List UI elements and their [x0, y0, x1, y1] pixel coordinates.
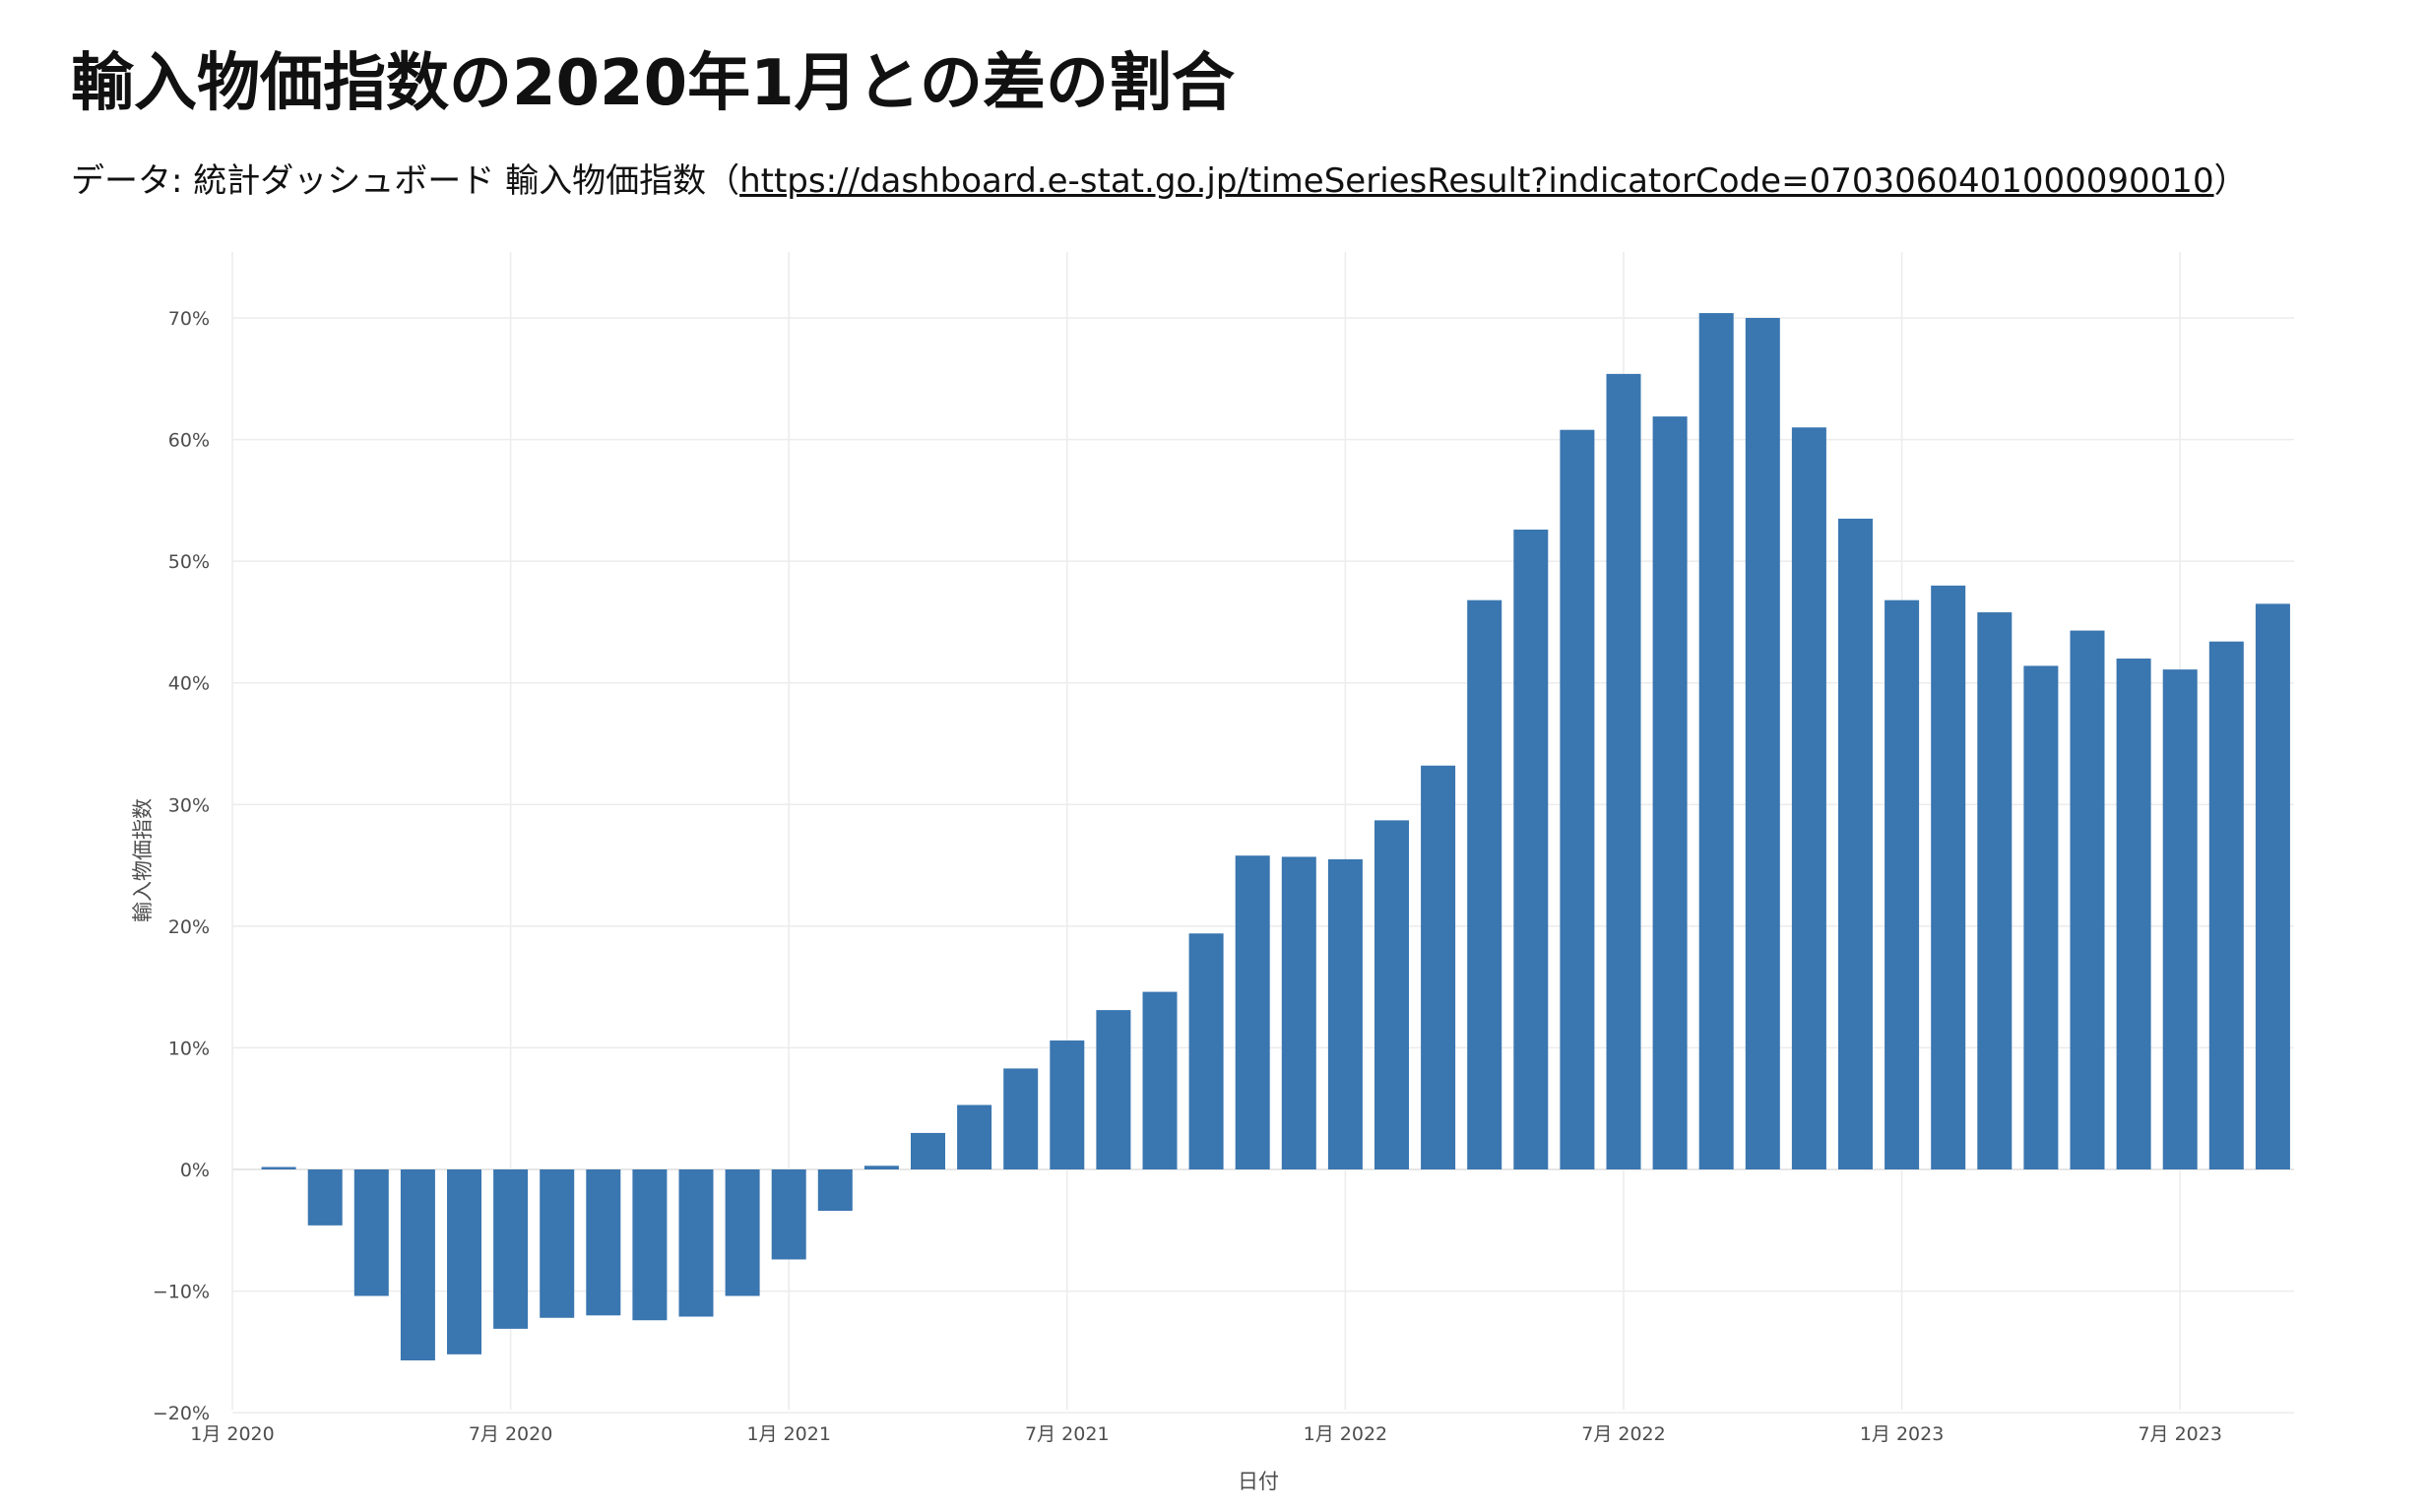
y-axis-label: 輸入物価指数 — [131, 798, 155, 922]
subtitle-suffix: ） — [2213, 161, 2248, 201]
bar-2022-02 — [1374, 820, 1409, 1169]
bar-2022-09 — [1698, 313, 1734, 1169]
chart-subtitle: データ: 統計ダッシュボード 輸入物価指数（https://dashboard.… — [71, 154, 2248, 209]
subtitle-prefix: データ: 統計ダッシュボード 輸入物価指数（ — [71, 161, 740, 201]
bar-2020-09 — [586, 1169, 621, 1316]
x-tick-label: 1月 2021 — [746, 1423, 830, 1445]
x-tick-label: 7月 2020 — [469, 1423, 552, 1445]
x-tick-label: 7月 2022 — [1581, 1423, 1665, 1445]
bar-2021-03 — [863, 1166, 899, 1169]
bar-2023-09 — [2255, 603, 2290, 1169]
bar-2021-05 — [957, 1104, 992, 1169]
y-tick-label: 20% — [168, 916, 210, 938]
bar-2020-02 — [261, 1166, 296, 1169]
bar-2021-08 — [1096, 1010, 1131, 1169]
y-tick-label: 40% — [168, 673, 210, 695]
bar-2022-07 — [1606, 373, 1641, 1169]
bar-2021-09 — [1142, 991, 1178, 1169]
bar-2021-11 — [1235, 855, 1270, 1169]
x-tick-label: 7月 2023 — [2138, 1423, 2221, 1445]
bar-2022-10 — [1745, 318, 1780, 1169]
bar-series — [261, 313, 2290, 1361]
bar-2020-08 — [540, 1169, 575, 1318]
bar-2023-02 — [1931, 585, 1966, 1169]
bar-2023-08 — [2208, 641, 2244, 1169]
bar-2022-01 — [1327, 858, 1363, 1169]
bar-2020-12 — [725, 1169, 760, 1296]
bar-2022-06 — [1560, 429, 1595, 1170]
bar-2022-12 — [1838, 518, 1873, 1169]
grid-lines — [231, 252, 2294, 1414]
bar-2022-03 — [1421, 765, 1456, 1169]
x-tick-label: 7月 2021 — [1025, 1423, 1109, 1445]
y-tick-label: 60% — [168, 430, 210, 452]
bar-2020-07 — [493, 1169, 529, 1329]
x-tick-label: 1月 2023 — [1860, 1423, 1944, 1445]
bar-2022-08 — [1652, 416, 1688, 1169]
bar-2021-04 — [911, 1132, 945, 1169]
bar-2021-02 — [817, 1169, 853, 1212]
bar-2023-03 — [1977, 612, 2013, 1169]
x-tick-label: 1月 2022 — [1304, 1423, 1387, 1445]
tick-labels: −20% −10% 0% 10% 20% 30% 40% 50% 60% 70% 1月 2020 7月… — [153, 308, 2222, 1445]
y-tick-label: 30% — [168, 794, 210, 816]
bar-2021-10 — [1188, 933, 1224, 1169]
y-tick-label: 0% — [180, 1160, 210, 1181]
bar-2020-11 — [678, 1169, 714, 1317]
bar-2020-03 — [307, 1169, 343, 1226]
bar-2022-05 — [1513, 530, 1549, 1169]
bar-2022-11 — [1791, 427, 1826, 1169]
bar-2020-06 — [447, 1169, 481, 1354]
y-tick-label: 70% — [168, 308, 210, 330]
y-tick-label: 10% — [168, 1038, 210, 1059]
bar-2021-06 — [1003, 1068, 1039, 1169]
bar-2021-12 — [1281, 856, 1316, 1169]
bar-2023-01 — [1885, 599, 1920, 1169]
bar-2023-05 — [2070, 630, 2105, 1169]
bar-2023-06 — [2116, 659, 2151, 1169]
y-tick-label: −20% — [153, 1403, 210, 1424]
bar-2023-07 — [2162, 669, 2198, 1169]
source-link[interactable]: https://dashboard.e-stat.go.jp/timeSerie… — [739, 161, 2214, 201]
bar-2022-04 — [1467, 599, 1502, 1169]
y-tick-label: 50% — [168, 551, 210, 573]
bar-2020-05 — [400, 1169, 435, 1361]
bar-2020-10 — [632, 1169, 668, 1321]
bar-2021-01 — [771, 1169, 806, 1260]
bar-2023-04 — [2023, 665, 2059, 1169]
x-tick-label: 1月 2020 — [190, 1423, 274, 1445]
bar-2021-07 — [1050, 1040, 1085, 1169]
bar-2020-04 — [353, 1169, 389, 1296]
chart-title: 輸入物価指数の2020年1月との差の割合 — [71, 47, 1236, 120]
y-tick-label: −10% — [153, 1282, 210, 1303]
x-axis-label: 日付 — [1238, 1470, 1279, 1493]
